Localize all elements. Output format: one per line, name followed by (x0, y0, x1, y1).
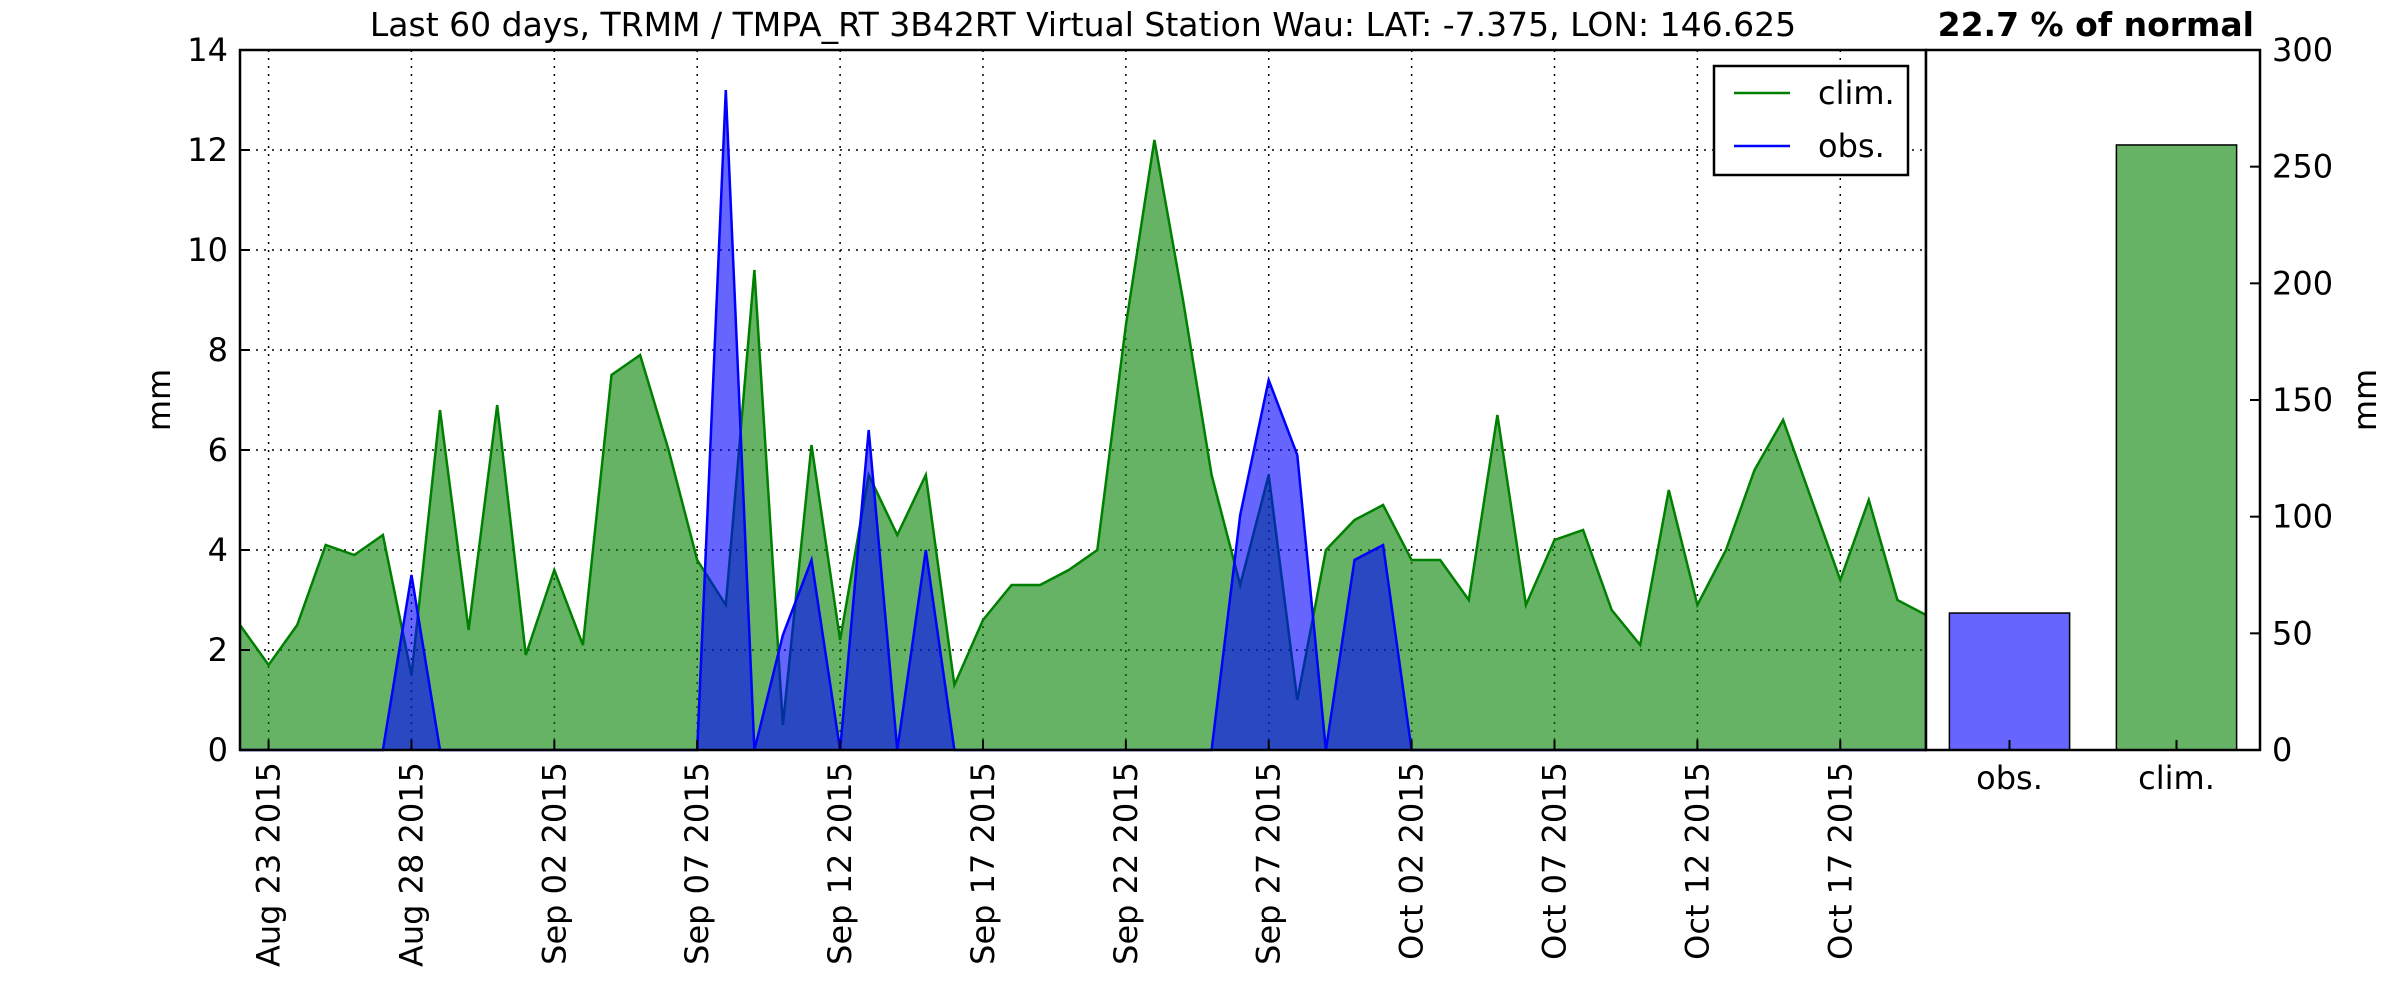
side-y-tick-label: 250 (2272, 148, 2333, 186)
side-y-tick-label: 150 (2272, 381, 2333, 419)
main-x-tick-label: Sep 27 2015 (1250, 762, 1288, 965)
bar-obs (1948, 612, 2071, 751)
main-x-tick-label: Aug 28 2015 (392, 762, 430, 967)
chart-title: Last 60 days, TRMM / TMPA_RT 3B42RT Virt… (370, 5, 1796, 44)
side-y-tick-label: 100 (2272, 498, 2333, 536)
side-y-tick-label: 0 (2272, 731, 2292, 769)
side-y-tick-label: 300 (2272, 31, 2333, 69)
legend: clim. obs. (1712, 64, 1910, 177)
legend-box (1712, 64, 1910, 177)
main-y-axis-label: mm (140, 369, 178, 431)
side-x-tick-label: clim. (2138, 759, 2215, 797)
series-area-clim (240, 140, 1926, 750)
side-y-tick-label: 50 (2272, 614, 2313, 652)
main-y-tick-label: 0 (208, 731, 228, 769)
main-y-ticks: 0 2 4 6 8 10 12 14 (187, 31, 250, 769)
main-x-tick-label: Aug 23 2015 (250, 762, 288, 967)
side-x-ticks: obs. clim. (1976, 740, 2215, 797)
side-bar-plot: 0 50 100 150 200 250 300 obs. clim. mm 22.7 % o… (1924, 5, 2384, 797)
main-x-tick-label: Oct 02 2015 (1393, 762, 1431, 960)
side-y-ticks: 0 50 100 150 200 250 300 (2250, 31, 2333, 769)
main-y-tick-label: 10 (187, 231, 228, 269)
side-y-axis-label: mm (2346, 369, 2384, 431)
main-x-tick-label: Oct 17 2015 (1821, 762, 1859, 960)
main-y-tick-label: 8 (208, 331, 228, 369)
main-y-tick-label: 4 (208, 531, 228, 569)
main-y-tick-label: 2 (208, 631, 228, 669)
series-line-clim (238, 139, 1927, 726)
side-y-tick-label: 200 (2272, 264, 2333, 302)
main-x-tick-label: Sep 12 2015 (821, 762, 859, 965)
main-x-tick-label: Sep 22 2015 (1107, 762, 1145, 965)
side-x-tick-label: obs. (1976, 759, 2043, 797)
main-x-ticks: Aug 23 2015 Aug 28 2015 Sep 02 2015 Sep 07 … (250, 740, 1859, 967)
main-y-tick-label: 6 (208, 431, 228, 469)
bar-clim (2115, 144, 2238, 751)
main-plot: 0 2 4 6 8 10 12 14 Aug 23 2015 Aug 28 2015 Sep 02… (140, 5, 1928, 967)
main-x-tick-label: Sep 07 2015 (678, 762, 716, 965)
legend-obs-label: obs. (1818, 127, 1885, 165)
main-x-tick-label: Oct 12 2015 (1678, 762, 1716, 960)
main-y-tick-label: 14 (187, 31, 228, 69)
main-x-tick-label: Sep 02 2015 (535, 762, 573, 965)
percent-of-normal-title: 22.7 % of normal (1938, 5, 2254, 44)
main-y-tick-label: 12 (187, 131, 228, 169)
main-x-tick-label: Sep 17 2015 (964, 762, 1002, 965)
series-area-obs (240, 90, 1926, 750)
main-x-tick-label: Oct 07 2015 (1536, 762, 1574, 960)
side-plot-frame (1924, 48, 2262, 752)
legend-clim-label: clim. (1818, 74, 1895, 112)
